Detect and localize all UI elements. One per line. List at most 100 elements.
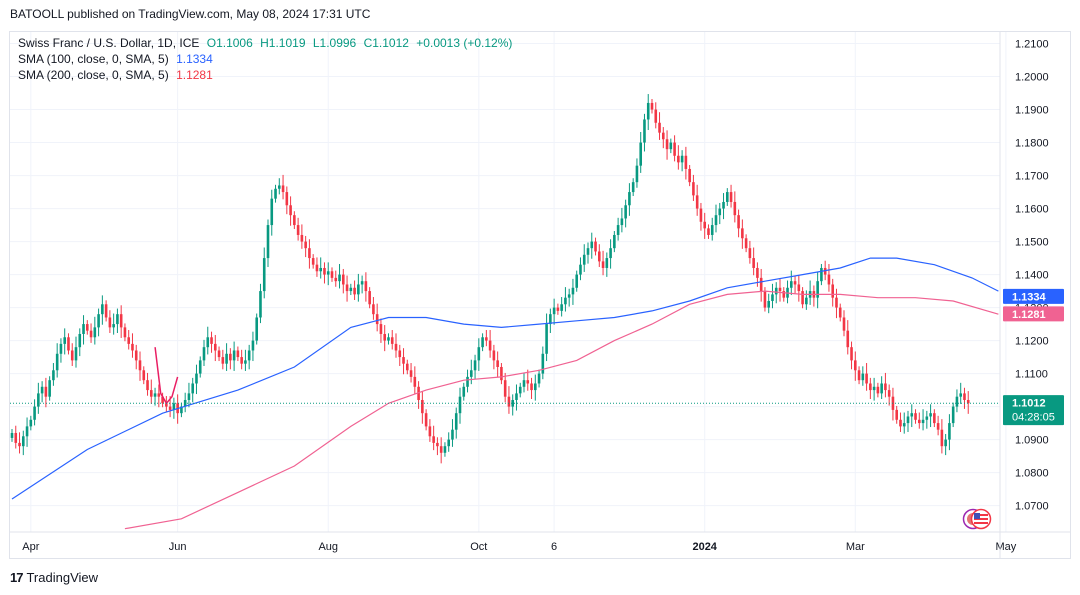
candle-body: [104, 304, 108, 318]
candle-body: [748, 248, 752, 259]
candle-body: [530, 383, 533, 391]
candle-body: [936, 423, 940, 430]
candle-body: [210, 337, 213, 344]
candle-body: [270, 198, 274, 226]
candle-body: [311, 258, 315, 265]
candle-body: [183, 399, 187, 407]
candle-body: [447, 439, 451, 447]
candle-body: [616, 225, 620, 235]
candle-body: [865, 373, 868, 384]
candle-body: [236, 350, 240, 358]
y-tick-label: 1.1800: [1015, 138, 1049, 150]
high-value: H1.1019: [260, 36, 306, 50]
candle-body: [597, 251, 601, 262]
candle-body: [293, 215, 296, 226]
candle-body: [48, 380, 51, 397]
chart-frame[interactable]: [9, 31, 1071, 559]
candle-body: [55, 353, 59, 371]
candle-body: [97, 314, 100, 328]
candle-body: [424, 413, 428, 427]
candle-body: [202, 347, 206, 361]
tradingview-brand[interactable]: 17 TradingView: [10, 570, 98, 585]
candle-body: [586, 248, 590, 255]
candle-body: [473, 360, 477, 371]
candle-body: [744, 238, 748, 249]
x-tick-label: Apr: [22, 541, 39, 553]
sma200-label: SMA (200, close, 0, SMA, 5): [18, 68, 169, 82]
y-tick-label: 1.1500: [1015, 237, 1049, 249]
candle-body: [951, 406, 955, 424]
candle-body: [869, 383, 872, 391]
candle-body: [488, 340, 492, 351]
candle-body: [285, 192, 289, 206]
candle-body: [368, 291, 371, 305]
candle-body: [925, 416, 929, 420]
candle-body: [816, 281, 819, 298]
sma200-legend[interactable]: SMA (200, close, 0, SMA, 5) 1.1281: [18, 67, 217, 83]
candle-body: [853, 360, 857, 371]
x-tick-label: 6: [551, 541, 557, 553]
candle-body: [601, 261, 605, 268]
candle-body: [289, 205, 292, 216]
candle-body: [421, 399, 424, 414]
candle-body: [737, 215, 740, 229]
candle-body: [729, 192, 733, 202]
candle-body: [789, 281, 793, 288]
candle-body: [533, 383, 537, 391]
candle-body: [646, 102, 650, 120]
us-flag-icon[interactable]: [962, 508, 994, 530]
candle-body: [906, 416, 910, 424]
candle-body: [244, 360, 247, 364]
y-tick-label: 1.2100: [1015, 39, 1049, 51]
y-tick-label: 1.1600: [1015, 204, 1049, 216]
candle-body: [771, 294, 774, 301]
candle-body: [477, 347, 481, 361]
candle-body: [857, 370, 861, 381]
candle-body: [93, 327, 97, 338]
symbol-legend[interactable]: Swiss Franc / U.S. Dollar, 1D, ICE O1.10…: [18, 35, 516, 51]
last-price-tag-text: 1.1012: [1012, 398, 1046, 410]
y-tick-label: 1.0800: [1015, 468, 1049, 480]
candle-body: [394, 343, 398, 351]
candle-body: [511, 399, 515, 407]
candle-body: [161, 396, 164, 404]
candle-body: [963, 393, 966, 400]
candle-body: [232, 350, 236, 361]
symbol-name: Swiss Franc / U.S. Dollar, 1D, ICE: [18, 36, 200, 50]
candle-body: [658, 122, 661, 133]
candle-body: [590, 241, 594, 249]
candle-body: [37, 393, 40, 407]
candle-body: [165, 403, 168, 407]
candle-body: [797, 284, 801, 292]
open-value: O1.1006: [206, 36, 253, 50]
candle-body: [522, 380, 526, 387]
candle-body: [52, 370, 55, 381]
y-tick-label: 1.1900: [1015, 105, 1049, 117]
candle-body: [778, 287, 782, 292]
sma100-legend[interactable]: SMA (100, close, 0, SMA, 5) 1.1334: [18, 51, 217, 67]
candle-body: [259, 291, 262, 318]
candle-body: [409, 370, 413, 377]
sma100-label: SMA (100, close, 0, SMA, 5): [18, 52, 169, 66]
candle-body: [722, 201, 725, 209]
candle-body: [677, 155, 680, 163]
candle-body: [680, 155, 684, 163]
candle-body: [575, 274, 579, 288]
candle-body: [251, 340, 255, 351]
candle-body: [620, 218, 624, 226]
candle-body: [59, 343, 63, 354]
candle-body: [582, 254, 586, 265]
candle-body: [929, 413, 932, 417]
candle-body: [375, 314, 379, 325]
candle-body: [793, 281, 797, 285]
candle-body: [831, 284, 835, 298]
candle-body: [134, 350, 138, 361]
candle-body: [823, 267, 827, 275]
candle-body: [142, 370, 146, 381]
candle-body: [827, 274, 831, 285]
tradingview-logo-icon: 17: [10, 570, 24, 585]
candle-body: [526, 380, 530, 384]
candle-body: [157, 393, 161, 397]
candle-body: [643, 119, 646, 143]
